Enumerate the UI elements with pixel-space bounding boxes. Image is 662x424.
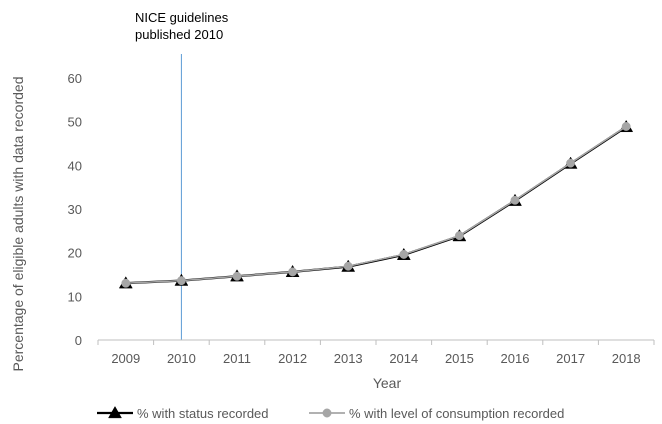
y-tick-label: 40 (68, 158, 82, 173)
marker-circle (510, 195, 520, 205)
y-tick-label: 60 (68, 71, 82, 86)
marker-circle (343, 261, 353, 271)
y-axis-title: Percentage of eligible adults with data … (10, 77, 26, 372)
legend: % with status recorded % with level of co… (97, 405, 564, 421)
marker-triangle-legend (108, 405, 122, 419)
y-tick-label: 30 (68, 202, 82, 217)
marker-circle (566, 158, 576, 168)
marker-circle (121, 278, 131, 288)
x-tick-label: 2014 (389, 351, 418, 366)
marker-circle (288, 267, 298, 277)
y-tick-label: 50 (68, 115, 82, 130)
annotation-label: NICE guidelines (135, 10, 229, 25)
x-tick-label: 2018 (612, 351, 641, 366)
y-tick-label: 0 (75, 333, 82, 348)
series-1 (118, 119, 634, 289)
marker-circle (232, 271, 242, 281)
annotation-label: published 2010 (135, 27, 223, 42)
x-tick-label: 2011 (223, 351, 251, 366)
x-tick-label: 2017 (556, 351, 585, 366)
x-tick-label: 2016 (501, 351, 530, 366)
y-tick-label: 10 (68, 289, 82, 304)
legend-label: % with status recorded (137, 406, 269, 421)
marker-circle (621, 122, 631, 131)
x-axis-title: Year (373, 375, 402, 391)
x-tick-label: 2012 (278, 351, 307, 366)
annotation-layer: NICE guidelines published 2010 (135, 10, 229, 340)
x-tick-label: 2013 (334, 351, 363, 366)
legend-item: % with level of consumption recorded (309, 406, 564, 421)
marker-circle (399, 249, 409, 259)
x-tick-label: 2015 (445, 351, 474, 366)
x-tick-label: 2010 (167, 351, 196, 366)
y-tick-label: 20 (68, 246, 82, 261)
legend-item: % with status recorded (97, 405, 269, 421)
series-line (125, 125, 627, 284)
series-layer (118, 119, 634, 289)
marker-circle (176, 276, 186, 286)
marker-circle-legend (322, 408, 332, 418)
legend-label: % with level of consumption recorded (349, 406, 564, 421)
axes: 2009 2010 2011 2012 2013 2014 2015 2016 2017 2018… (68, 71, 655, 366)
marker-circle (454, 231, 464, 241)
series-2 (121, 122, 631, 288)
x-tick-label: 2009 (111, 351, 140, 366)
